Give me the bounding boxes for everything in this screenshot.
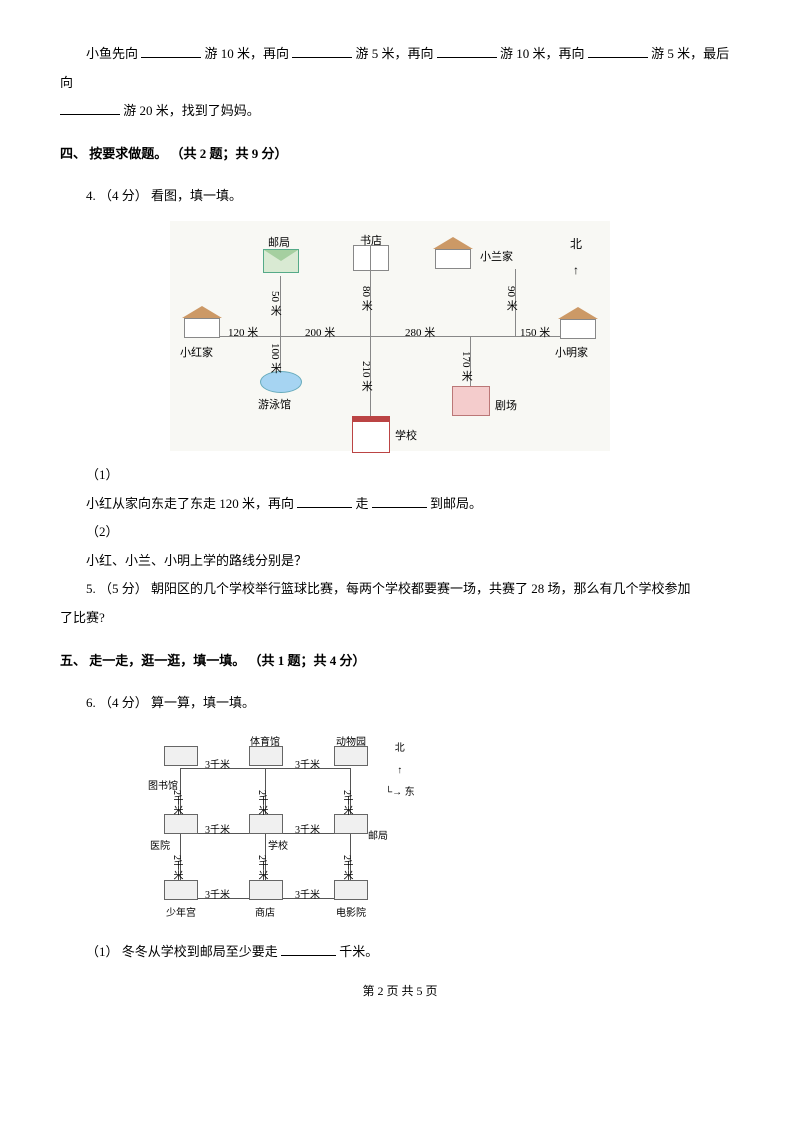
compass-icon: └→ [385,787,402,798]
theater-icon [452,386,490,416]
section-5-heading: 五、 走一走，逛一逛，填一填。 （共 1 题；共 4 分） [60,647,740,676]
dist-h: 3千米 [205,755,230,777]
dist-50: 50 米 [263,291,287,316]
hospital-node [164,814,198,834]
xiaolan-home-label: 小兰家 [480,245,513,269]
cinema-label: 电影院 [336,903,366,925]
blank [297,494,352,508]
bookstore-label: 书店 [360,229,382,253]
gym-label: 体育馆 [250,732,280,754]
q4-stem: 4. （4 分） 看图，填一填。 [60,182,740,211]
xiaolan-home-icon [433,237,473,269]
xiaoming-home-icon [558,307,598,339]
dist-h: 3千米 [295,755,320,777]
q4-p2: 小红、小兰、小明上学的路线分别是？ [60,547,740,576]
shop-node [249,880,283,900]
dist-h: 3千米 [205,820,230,842]
dist-210: 210 米 [354,361,378,391]
school-label: 学校 [395,424,417,448]
q4-p1-a: 小红从家向东走了东走 120 米，再向 [86,496,294,511]
post-label: 邮局 [368,826,388,848]
dist-v: 2千米 [250,855,272,880]
north-label: 北 [395,743,405,754]
post-office-label: 邮局 [268,231,290,255]
q4-p1-c: 到邮局。 [430,496,482,511]
q6-p1: （1） 冬冬从学校到邮局至少要走 千米。 [60,938,740,967]
dist-80: 80 米 [354,286,378,311]
section-4-heading: 四、 按要求做题。 （共 2 题；共 9 分） [60,140,740,169]
blank [60,101,120,115]
q5-line2: 了比赛? [60,604,740,633]
q4-p1-no: （1） [60,461,740,490]
q3-text-2: 游 10 米，再向 [205,46,290,61]
xiaoming-home-label: 小明家 [555,341,588,365]
palace-label: 少年宫 [166,903,196,925]
q4-map: 邮局 书店 小红家 小兰家 小明家 游泳馆 学校 剧场 北 ↑ 120 米 [170,221,610,451]
page: 小鱼先向 游 10 米，再向 游 5 米，再向 游 10 米，再向 游 5 米，… [0,0,800,1035]
library-node [164,746,198,766]
blank [588,44,648,58]
dist-200: 200 米 [305,321,335,345]
dist-h: 3千米 [295,820,320,842]
q5-b: 场，那么有几个学校参加 [548,581,691,596]
dist-v: 2千米 [335,855,357,880]
dist-v: 2千米 [165,855,187,880]
q3-text-3: 游 5 米，再向 [356,46,434,61]
dist-150: 150 米 [520,321,550,345]
north-label: 北 [570,231,582,257]
dist-v: 2千米 [165,790,187,815]
dist-120: 120 米 [228,321,258,345]
compass-icon: ↑ [397,765,402,776]
q4-p1-b: 走 [356,496,369,511]
north-arrow: 北 ↑ [570,231,582,284]
q6-map: 图书馆 体育馆 动物园 医院 学校 邮局 少年宫 商店 电影院 北 ↑ └→ 东 [150,728,430,928]
blank [281,942,336,956]
school-node [249,814,283,834]
q5-a: 5. （5 分） 朝阳区的几个学校举行篮球比赛，每两个学校都要赛一场，共赛了 [86,581,531,596]
blank [292,44,352,58]
dist-h: 3千米 [295,885,320,907]
q5-line1: 5. （5 分） 朝阳区的几个学校举行篮球比赛，每两个学校都要赛一场，共赛了 2… [60,575,740,604]
pool-icon [260,371,302,393]
theater-label: 剧场 [495,394,517,418]
q3-text-6: 游 20 米，找到了妈妈。 [123,103,260,118]
q3-tail-line2: 游 20 米，找到了妈妈。 [60,97,740,126]
q4-p1: 小红从家向东走了东走 120 米，再向 走 到邮局。 [60,490,740,519]
cinema-node [334,880,368,900]
q5-num: 28 [531,581,544,596]
q6-p1-b: 千米。 [339,944,378,959]
page-footer: 第 2 页 共 5 页 [60,978,740,1004]
pool-label: 游泳馆 [258,393,291,417]
dist-v: 2千米 [335,790,357,815]
east-label: 东 [405,787,415,798]
q4-p2-no: （2） [60,518,740,547]
zoo-label: 动物园 [336,732,366,754]
dist-100: 100 米 [263,343,287,373]
shop-label: 商店 [255,903,275,925]
q4-figure: 邮局 书店 小红家 小兰家 小明家 游泳馆 学校 剧场 北 ↑ 120 米 [170,221,740,451]
dist-90: 90 米 [499,286,523,311]
q6-p1-a: （1） 冬冬从学校到邮局至少要走 [86,944,278,959]
school-icon [352,416,390,453]
q3-text-4: 游 10 米，再向 [500,46,585,61]
post-node [334,814,368,834]
xiaohong-home-icon [182,306,222,338]
palace-node [164,880,198,900]
dist-170: 170 米 [454,351,478,381]
q6-stem: 6. （4 分） 算一算，填一填。 [60,689,740,718]
q3-text-1: 小鱼先向 [86,46,138,61]
compass: 北 ↑ └→ 东 [385,738,415,804]
blank [372,494,427,508]
blank [141,44,201,58]
xiaohong-home-label: 小红家 [180,341,213,365]
q3-tail-line1: 小鱼先向 游 10 米，再向 游 5 米，再向 游 10 米，再向 游 5 米，… [60,40,740,97]
dist-v: 2千米 [250,790,272,815]
dist-280: 280 米 [405,321,435,345]
q6-figure: 图书馆 体育馆 动物园 医院 学校 邮局 少年宫 商店 电影院 北 ↑ └→ 东 [150,728,740,928]
blank [437,44,497,58]
dist-h: 3千米 [205,885,230,907]
arrow-icon: ↑ [570,257,582,283]
